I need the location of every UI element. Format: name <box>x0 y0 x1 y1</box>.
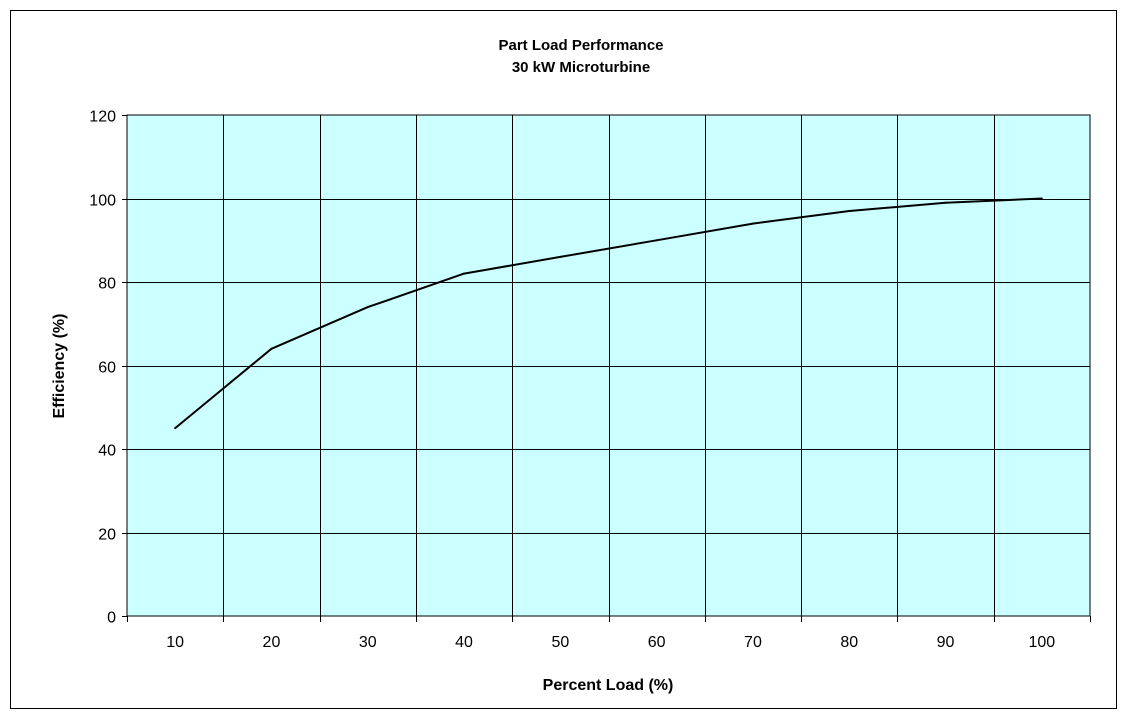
x-tick-label-70: 70 <box>744 634 762 651</box>
data-point-50 <box>559 255 562 258</box>
data-point-90 <box>944 201 947 204</box>
data-point-100 <box>1040 197 1043 200</box>
x-axis-tick-labels: 10 20 30 40 50 60 70 80 90 100 <box>166 634 1055 651</box>
chart-title: Part Load Performance <box>498 37 663 54</box>
series-group <box>174 197 1043 430</box>
y-tick-label-60: 60 <box>98 360 116 377</box>
x-tick-label-80: 80 <box>840 634 858 651</box>
x-tick-label-10: 10 <box>166 634 184 651</box>
x-axis-title: Percent Load (%) <box>543 677 674 694</box>
data-point-10 <box>174 427 177 430</box>
chart-subtitle: 30 kW Microturbine <box>512 59 650 76</box>
y-tick-label-0: 0 <box>107 610 116 627</box>
y-tick-label-120: 120 <box>89 109 116 126</box>
data-point-40 <box>463 272 466 275</box>
x-tick-label-50: 50 <box>551 634 569 651</box>
data-point-20 <box>270 347 273 350</box>
plot-area <box>126 114 1091 617</box>
x-tick-label-90: 90 <box>937 634 955 651</box>
y-tick-label-40: 40 <box>98 443 116 460</box>
data-point-70 <box>751 222 754 225</box>
data-point-30 <box>366 306 369 309</box>
y-tick-label-80: 80 <box>98 276 116 293</box>
x-tick-label-60: 60 <box>648 634 666 651</box>
data-point-80 <box>848 210 851 212</box>
y-axis-title: Efficiency (%) <box>51 314 68 419</box>
y-axis-tick-labels: 0 20 40 60 80 100 120 <box>89 109 116 627</box>
data-point-60 <box>655 239 658 242</box>
y-tick-label-100: 100 <box>89 193 116 210</box>
axis-ticks <box>122 115 1091 622</box>
x-tick-label-20: 20 <box>263 634 281 651</box>
series-line-0 <box>174 197 1042 429</box>
x-tick-label-100: 100 <box>1028 634 1055 651</box>
x-tick-label-40: 40 <box>455 634 473 651</box>
gridlines <box>127 115 1090 616</box>
y-tick-label-20: 20 <box>98 527 116 544</box>
x-tick-label-30: 30 <box>359 634 377 651</box>
